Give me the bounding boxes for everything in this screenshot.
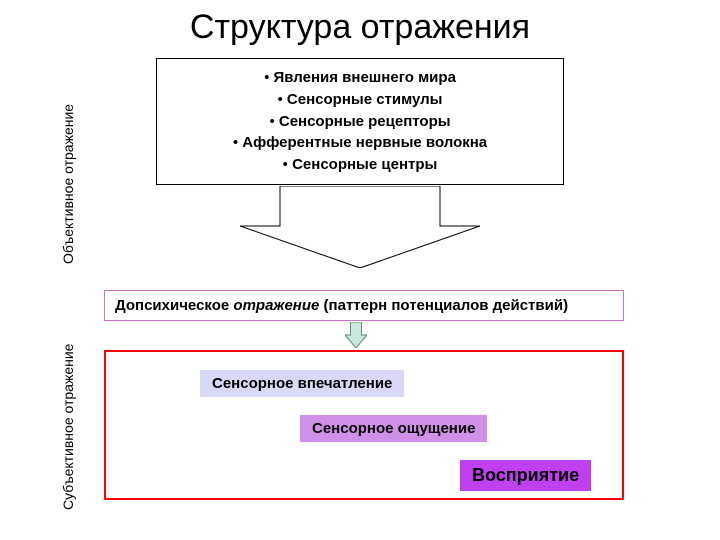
small-arrow-icon [345,322,367,348]
bullet-item: Сенсорные рецепторы [169,111,551,133]
bullet-item: Явления внешнего мира [169,67,551,89]
top-box: Явления внешнего мираСенсорные стимулыСе… [156,58,564,185]
side-label-objective: Объективное отражение [60,54,76,264]
tag-sensation: Сенсорное ощущение [300,415,487,442]
side-label-subjective: Субъективное отражение [60,290,76,510]
bullet-item: Афферентные нервные волокна [169,132,551,154]
page-title: Структура отражения [0,8,720,47]
tag-perception: Восприятие [460,460,591,491]
bullet-item: Сенсорные центры [169,154,551,176]
big-arrow-icon [240,186,480,268]
tag-impression: Сенсорное впечатление [200,370,404,397]
middle-box-italic: отражение [233,297,319,314]
middle-box: Допсихическое отражение (паттерн потенци… [104,290,624,321]
bullet-item: Сенсорные стимулы [169,89,551,111]
